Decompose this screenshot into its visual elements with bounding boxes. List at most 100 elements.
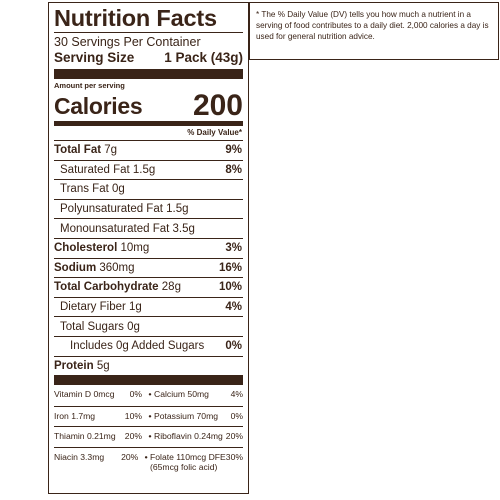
nutrient-amount: Monounsaturated Fat 3.5g xyxy=(60,222,195,235)
vitamin-right-name: Calcium 50mg xyxy=(154,389,209,400)
nutrient-daily-value: 8% xyxy=(225,163,242,176)
vitamin-mineral-list: Vitamin D 0mcg 0% • Calcium 50mg 4% Iron 1.7m… xyxy=(54,385,243,472)
nutrient-row: Dietary Fiber 1g 4% xyxy=(54,296,243,317)
vitamin-left: Vitamin D 0mcg 0% xyxy=(54,389,146,399)
vitamin-right-name: Folate 110mcg DFE xyxy=(150,451,226,462)
nutrient-bold-name: Total Carbohydrate xyxy=(54,281,159,294)
nutrient-row: Total Fat 7g 9% xyxy=(54,140,243,160)
nutrient-name: Cholesterol 10mg xyxy=(54,242,149,254)
nutrient-name: Saturated Fat 1.5g xyxy=(54,164,155,176)
nutrient-bold-name: Cholesterol xyxy=(54,242,118,255)
nutrient-row: Protein 5g xyxy=(54,355,243,376)
vitamin-left-dv: 20% xyxy=(124,431,142,442)
thick-divider xyxy=(54,69,243,79)
vitamin-row: Thiamin 0.21mg 20% • Riboflavin 0.24mg 20% xyxy=(54,426,243,447)
vitamin-left: Iron 1.7mg 10% xyxy=(54,411,146,421)
vitamin-right-dv: 4% xyxy=(230,389,243,400)
daily-value-header: % Daily Value* xyxy=(187,128,242,137)
nutrient-daily-value: 16% xyxy=(218,261,242,274)
nutrient-bold-name: Total Fat xyxy=(54,144,102,157)
nutrient-amount: 360mg xyxy=(96,261,135,274)
medium-divider xyxy=(54,121,243,126)
amount-per-serving: Amount per serving xyxy=(54,81,125,90)
nutrient-amount: Includes 0g Added Sugars xyxy=(70,340,205,353)
nutrient-name: Monounsaturated Fat 3.5g xyxy=(54,223,195,235)
nutrient-daily-value: 3% xyxy=(225,242,242,255)
vitamin-row: Vitamin D 0mcg 0% • Calcium 50mg 4% xyxy=(54,385,243,406)
nutrient-row: Includes 0g Added Sugars 0% xyxy=(54,335,243,356)
vitamin-row: Niacin 3.3mg 20% • Folate 110mcg DFE (65mcg … xyxy=(54,446,243,472)
vitamin-row: Iron 1.7mg 10% • Potassium 70mg 0% xyxy=(54,405,243,427)
vitamin-right-name-wrap: Folate 110mcg DFE (65mcg folic acid) xyxy=(150,452,226,472)
nutrition-facts-label: Nutrition Facts 30 Servings Per Containe… xyxy=(48,2,249,494)
nutrient-name: Sodium 360mg xyxy=(54,262,135,274)
nutrient-row: Total Carbohydrate 28g 10% xyxy=(54,277,243,297)
calories-label: Calories xyxy=(54,93,143,119)
daily-value-footnote: * The % Daily Value (DV) tells you how m… xyxy=(249,2,499,60)
vitamin-right-dv: 30% xyxy=(225,451,243,462)
calories-row: Calories 200 xyxy=(54,89,243,122)
vitamin-left: Thiamin 0.21mg 20% xyxy=(54,431,146,441)
nutrient-row: Total Sugars 0g xyxy=(54,316,243,336)
serving-size-row: Serving Size 1 Pack (43g) xyxy=(54,50,243,66)
vitamin-left-name: Iron 1.7mg xyxy=(54,410,96,421)
calories-value: 200 xyxy=(192,89,243,122)
nutrient-name: Total Carbohydrate 28g xyxy=(54,281,181,293)
nutrient-name: Polyunsaturated Fat 1.5g xyxy=(54,203,189,215)
vitamin-right-name-wrap: Riboflavin 0.24mg xyxy=(154,431,223,441)
vitamin-left-dv: 10% xyxy=(124,410,142,421)
vitamin-right-extra: (65mcg folic acid) xyxy=(150,461,218,472)
vitamin-right-dv: 20% xyxy=(225,431,243,442)
vitamin-left-name: Vitamin D 0mcg xyxy=(54,389,115,400)
nutrient-amount: 10mg xyxy=(117,242,150,255)
nutrient-list: Total Fat 7g 9% Saturated Fat 1.5g 8% Trans … xyxy=(54,140,243,375)
vitamin-right: Potassium 70mg 0% xyxy=(154,411,243,421)
vitamin-right-name: Potassium 70mg xyxy=(154,410,219,421)
vitamin-right-name: Riboflavin 0.24mg xyxy=(154,431,223,442)
nutrient-row: Trans Fat 0g xyxy=(54,179,243,199)
nutrient-amount: 5g xyxy=(93,359,110,372)
bullet-separator: • xyxy=(144,451,148,462)
nutrient-name: Trans Fat 0g xyxy=(54,183,125,195)
nutrient-name: Protein 5g xyxy=(54,360,110,372)
vitamin-right-dv: 0% xyxy=(230,410,243,421)
nutrient-daily-value: 0% xyxy=(225,340,242,353)
nutrient-daily-value: 4% xyxy=(225,301,242,314)
nutrient-row: Cholesterol 10mg 3% xyxy=(54,237,243,258)
nutrient-name: Dietary Fiber 1g xyxy=(54,301,142,313)
bullet-separator: • xyxy=(148,431,152,442)
vitamin-right: Folate 110mcg DFE (65mcg folic acid) 30% xyxy=(150,452,243,472)
nutrient-name: Includes 0g Added Sugars xyxy=(54,340,204,352)
nutrient-row: Sodium 360mg 16% xyxy=(54,257,243,278)
nutrient-amount: 7g xyxy=(101,144,118,157)
vitamin-right: Riboflavin 0.24mg 20% xyxy=(154,431,243,441)
serving-size-label: Serving Size xyxy=(54,50,135,65)
nutrient-row: Saturated Fat 1.5g 8% xyxy=(54,159,243,180)
vitamin-left-name: Niacin 3.3mg xyxy=(54,451,105,462)
vitamin-right: Calcium 50mg 4% xyxy=(154,389,243,399)
nutrient-amount: Polyunsaturated Fat 1.5g xyxy=(60,203,189,216)
vitamin-left-dv: 0% xyxy=(129,389,142,400)
vitamin-left-dv: 20% xyxy=(121,451,139,462)
divider xyxy=(54,32,243,33)
vitamin-left: Niacin 3.3mg 20% xyxy=(54,452,142,462)
servings-per-container: 30 Servings Per Container xyxy=(54,35,201,49)
bullet-separator: • xyxy=(148,389,152,400)
nutrient-row: Monounsaturated Fat 3.5g xyxy=(54,218,243,238)
nutrient-bold-name: Protein xyxy=(54,359,94,372)
nutrient-name: Total Fat 7g xyxy=(54,144,117,156)
label-title: Nutrition Facts xyxy=(54,5,217,31)
nutrient-daily-value: 10% xyxy=(218,281,242,294)
serving-size-value: 1 Pack (43g) xyxy=(164,50,243,65)
nutrient-amount: Total Sugars 0g xyxy=(60,320,140,333)
bullet-separator: • xyxy=(148,410,152,421)
vitamin-right-name-wrap: Calcium 50mg xyxy=(154,389,209,399)
nutrient-row: Polyunsaturated Fat 1.5g xyxy=(54,198,243,219)
vitamin-right-name-wrap: Potassium 70mg xyxy=(154,411,218,421)
nutrient-daily-value: 9% xyxy=(225,144,242,157)
nutrient-amount: Trans Fat 0g xyxy=(60,183,125,196)
nutrient-amount: Saturated Fat 1.5g xyxy=(60,163,156,176)
vitamin-left-name: Thiamin 0.21mg xyxy=(54,431,116,442)
thick-divider-bottom xyxy=(54,375,243,386)
nutrient-amount: 28g xyxy=(158,281,181,294)
